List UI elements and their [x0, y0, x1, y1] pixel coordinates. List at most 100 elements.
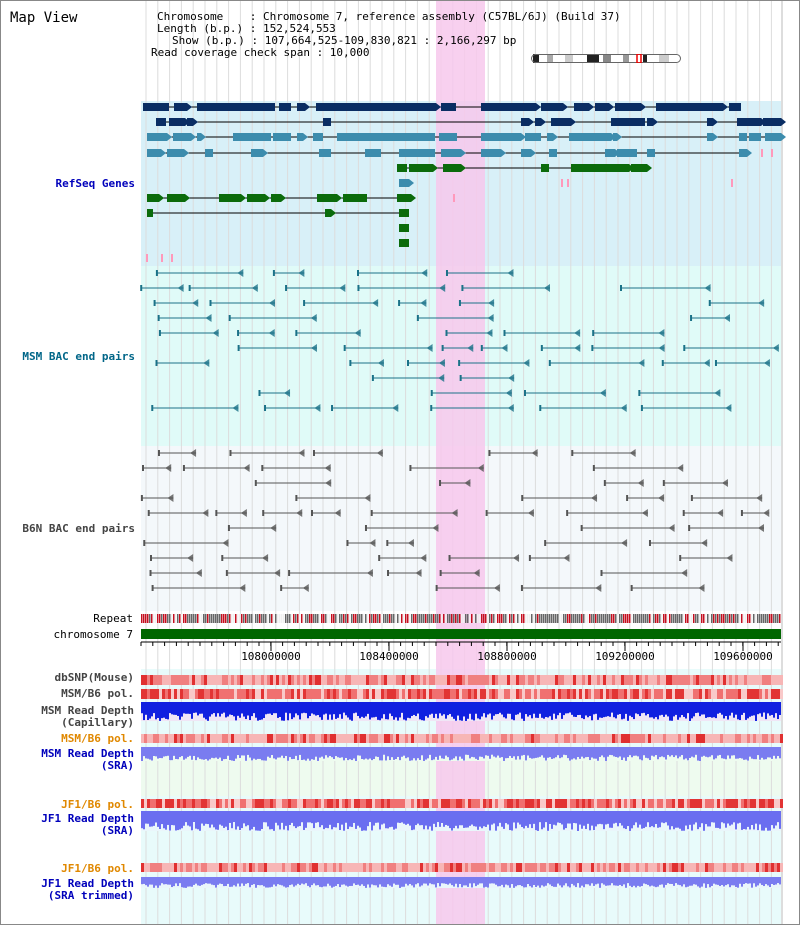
polymorphism-cell — [147, 675, 150, 685]
gene-exon — [273, 133, 291, 141]
ideogram-band — [643, 54, 647, 63]
depth-bar — [625, 811, 627, 830]
depth-bar — [571, 877, 573, 884]
polymorphism-cell — [744, 675, 747, 685]
polymorphism-cell — [342, 734, 345, 743]
polymorphism-cell — [231, 675, 234, 685]
polymorphism-cell — [633, 734, 636, 743]
depth-bar — [371, 877, 373, 885]
depth-bar — [249, 877, 251, 888]
repeat-mark — [315, 614, 317, 623]
depth-bar — [389, 811, 391, 828]
depth-bar — [603, 877, 605, 885]
polymorphism-cell — [270, 675, 273, 685]
depth-bar — [305, 811, 307, 828]
depth-bar — [703, 811, 705, 831]
depth-bar — [411, 747, 413, 761]
depth-bar — [673, 747, 675, 758]
msm-bac-end-arrow — [269, 299, 276, 307]
repeat-mark — [609, 614, 611, 623]
polymorphism-cell — [207, 863, 210, 872]
depth-bar — [627, 811, 629, 827]
depth-bar — [697, 877, 699, 887]
polymorphism-cell — [372, 675, 375, 685]
depth-bar — [233, 747, 235, 761]
depth-bar — [289, 747, 291, 758]
polymorphism-cell — [711, 689, 714, 699]
polymorphism-cell — [366, 675, 369, 685]
polymorphism-cell — [501, 689, 504, 699]
depth-bar — [443, 747, 445, 759]
depth-bar — [743, 747, 745, 760]
chromosome-ideogram[interactable] — [531, 54, 681, 63]
depth-bar — [779, 747, 781, 759]
depth-bar — [539, 702, 541, 714]
polymorphism-cell — [387, 799, 390, 808]
polymorphism-cell — [405, 863, 408, 872]
repeat-mark — [249, 614, 251, 623]
repeat-mark — [355, 614, 357, 623]
msm-bac-end-arrow — [377, 359, 384, 367]
polymorphism-cell — [672, 863, 675, 872]
polymorphism-cell — [693, 734, 696, 743]
b6n-bac-end-arrow — [677, 464, 684, 472]
repeat-mark — [383, 614, 385, 623]
depth-bar — [401, 702, 403, 713]
depth-bar — [619, 702, 621, 715]
depth-bar — [153, 702, 155, 714]
depth-bar — [687, 877, 689, 887]
depth-bar — [557, 702, 559, 716]
polymorphism-cell — [246, 675, 249, 685]
polymorphism-cell — [642, 863, 645, 872]
polymorphism-cell — [666, 863, 669, 872]
polymorphism-cell — [279, 689, 282, 699]
polymorphism-cell — [306, 799, 309, 808]
gene-exon — [399, 224, 409, 232]
polymorphism-cell — [585, 675, 588, 685]
polymorphism-cell — [684, 689, 687, 699]
repeat-mark — [627, 614, 629, 623]
repeat-mark — [357, 614, 359, 623]
polymorphism-cell — [528, 799, 531, 808]
polymorphism-cell — [714, 734, 717, 743]
msm-bac-end-arrow — [620, 404, 627, 412]
polymorphism-cell — [351, 799, 354, 808]
depth-bar — [359, 747, 361, 756]
repeat-mark — [339, 614, 341, 623]
depth-bar — [431, 877, 433, 885]
depth-bar — [367, 811, 369, 827]
depth-bar — [229, 702, 231, 715]
polymorphism-cell — [333, 734, 336, 743]
depth-bar — [575, 877, 577, 888]
gene-exon — [749, 133, 761, 141]
depth-bar — [585, 877, 587, 885]
depth-bar — [625, 702, 627, 714]
depth-bar — [681, 877, 683, 887]
gene-exon — [707, 118, 713, 126]
repeat-mark — [311, 614, 313, 623]
gene-marker — [561, 179, 563, 187]
depth-bar — [521, 747, 523, 756]
depth-bar — [333, 811, 335, 828]
repeat-mark — [143, 614, 145, 623]
polymorphism-cell — [414, 799, 417, 808]
depth-bar — [175, 747, 177, 759]
polymorphism-cell — [369, 799, 372, 808]
polymorphism-cell — [219, 799, 222, 808]
polymorphism-cell — [645, 799, 648, 808]
depth-bar — [269, 811, 271, 830]
depth-bar — [153, 747, 155, 757]
polymorphism-cell — [588, 863, 591, 872]
polymorphism-cell — [474, 863, 477, 872]
depth-bar — [545, 811, 547, 823]
depth-bar — [253, 811, 255, 827]
polymorphism-cell — [324, 863, 327, 872]
jf1-depth-sub: (SRA) — [100, 824, 134, 837]
depth-bar — [447, 811, 449, 826]
polymorphism-cell — [762, 689, 765, 699]
polymorphism-cell — [288, 799, 291, 808]
polymorphism-cell — [537, 689, 540, 699]
repeat-mark — [379, 614, 381, 623]
polymorphism-cell — [555, 799, 558, 808]
